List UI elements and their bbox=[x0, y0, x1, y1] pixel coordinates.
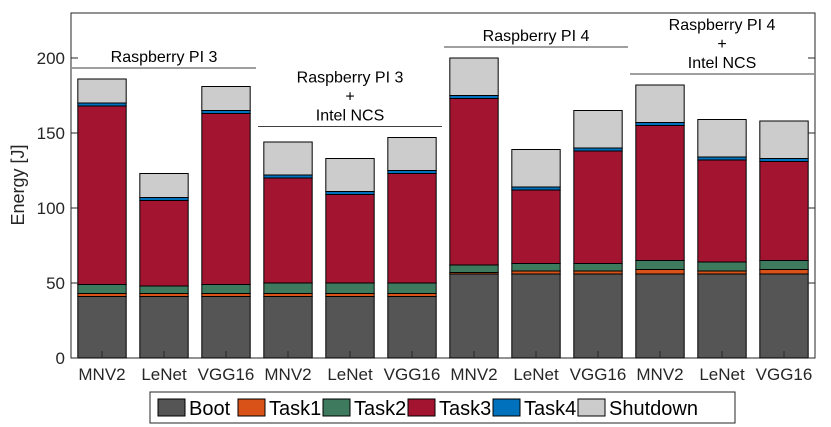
bar-segment-task2 bbox=[77, 284, 127, 294]
bar-segment-task3 bbox=[139, 200, 189, 287]
bar-segment-task2 bbox=[759, 260, 809, 270]
bar-segment-task3 bbox=[325, 194, 375, 284]
y-axis-label: Energy [J] bbox=[8, 144, 28, 225]
bar-segment-shutdown bbox=[139, 173, 189, 198]
bar-segment-task3 bbox=[449, 98, 499, 266]
bar-segment-task2 bbox=[573, 263, 623, 272]
bar-segment-task2 bbox=[139, 285, 189, 294]
group-label: + bbox=[717, 36, 726, 53]
group-label: Raspberry PI 3 bbox=[111, 49, 218, 66]
x-tick-label: VGG16 bbox=[570, 365, 627, 384]
bar-segment-shutdown bbox=[201, 86, 251, 111]
bar-segment-task3 bbox=[573, 150, 623, 264]
bar-segment-task2 bbox=[201, 284, 251, 294]
legend-label-boot: Boot bbox=[189, 398, 231, 420]
bar-segment-shutdown bbox=[77, 78, 127, 104]
y-tick-label: 100 bbox=[37, 199, 65, 218]
legend-swatch-task2 bbox=[322, 398, 351, 417]
bar-segment-task3 bbox=[201, 113, 251, 285]
group-label: Intel NCS bbox=[316, 108, 384, 125]
bar-segment-boot bbox=[139, 296, 189, 359]
x-tick-label: LeNet bbox=[141, 365, 187, 384]
y-axis-ticks: 0 50 100 150 200 bbox=[37, 49, 815, 368]
legend-label-shutdown: Shutdown bbox=[609, 398, 698, 420]
y-tick-label: 0 bbox=[56, 349, 65, 368]
y-tick-label: 200 bbox=[37, 49, 65, 68]
bar-segment-task3 bbox=[697, 159, 747, 263]
bar-segment-task3 bbox=[387, 173, 437, 284]
bar-segment-task3 bbox=[635, 125, 685, 261]
y-tick-label: 50 bbox=[46, 274, 65, 293]
bar-segment-boot bbox=[325, 296, 375, 359]
legend-swatch-shutdown bbox=[577, 398, 606, 417]
group-label: Raspberry PI 4 bbox=[483, 28, 590, 45]
bar-segment-task2 bbox=[387, 282, 437, 294]
bar-segment-task3 bbox=[77, 105, 127, 285]
y-tick-label: 150 bbox=[37, 124, 65, 143]
legend-swatch-boot bbox=[157, 398, 186, 417]
group-label: Raspberry PI 3 bbox=[297, 70, 404, 87]
bar-segment-task2 bbox=[511, 263, 561, 272]
bar-segment-shutdown bbox=[759, 120, 809, 159]
bar-segment-boot bbox=[511, 273, 561, 359]
bar-segment-task3 bbox=[759, 161, 809, 261]
x-tick-label: MNV2 bbox=[78, 365, 125, 384]
legend-label-task3: Task3 bbox=[439, 398, 491, 420]
bar-segment-boot bbox=[449, 273, 499, 359]
legend-swatch-task4 bbox=[492, 398, 521, 417]
bar-segment-task2 bbox=[449, 264, 499, 273]
legend-label-task4: Task4 bbox=[524, 398, 576, 420]
x-tick-label: VGG16 bbox=[198, 365, 255, 384]
bar-segment-shutdown bbox=[635, 84, 685, 123]
bar-segment-boot bbox=[697, 273, 747, 359]
bar-segment-task2 bbox=[263, 282, 313, 294]
bar-segment-task2 bbox=[325, 282, 375, 294]
bar-segment-task2 bbox=[697, 261, 747, 272]
x-tick-label: MNV2 bbox=[636, 365, 683, 384]
bar-segment-task1 bbox=[759, 269, 809, 275]
bar-segment-boot bbox=[201, 296, 251, 359]
x-tick-label: VGG16 bbox=[384, 365, 441, 384]
x-tick-label: MNV2 bbox=[264, 365, 311, 384]
bar-segment-shutdown bbox=[511, 149, 561, 188]
bar-segment-shutdown bbox=[449, 57, 499, 96]
bar-segment-boot bbox=[759, 273, 809, 359]
x-axis-ticks: MNV2 LeNet VGG16 MNV2 LeNet VGG16 MNV2 LeNet VGG… bbox=[78, 351, 812, 384]
bar-segment-task3 bbox=[511, 189, 561, 264]
bar-segment-shutdown bbox=[387, 137, 437, 171]
legend: Boot Task1 Task2 Task3 Task4 Shutdown bbox=[149, 391, 736, 424]
legend-swatch-task3 bbox=[407, 398, 436, 417]
bar-segment-task2 bbox=[635, 260, 685, 270]
bar-segment-boot bbox=[263, 296, 313, 359]
legend-swatch-task1 bbox=[237, 398, 266, 417]
bar-segment-boot bbox=[77, 296, 127, 359]
group-label: Intel NCS bbox=[688, 55, 756, 72]
bar-segment-boot bbox=[573, 273, 623, 359]
x-tick-label: VGG16 bbox=[756, 365, 813, 384]
x-tick-label: LeNet bbox=[513, 365, 559, 384]
legend-label-task1: Task1 bbox=[269, 398, 321, 420]
x-tick-label: MNV2 bbox=[450, 365, 497, 384]
bar-segment-boot bbox=[635, 273, 685, 359]
group-label: + bbox=[345, 89, 354, 106]
bar-segment-shutdown bbox=[697, 119, 747, 158]
group-annotations: Raspberry PI 3 Raspberry PI 3 + Intel NCS Ra… bbox=[72, 17, 814, 127]
bar-segment-boot bbox=[387, 296, 437, 359]
x-tick-label: LeNet bbox=[699, 365, 745, 384]
bar-segment-task1 bbox=[635, 269, 685, 275]
bar-segment-shutdown bbox=[573, 110, 623, 149]
group-label: Raspberry PI 4 bbox=[669, 17, 776, 34]
bar-stacks bbox=[77, 57, 809, 359]
bar-segment-shutdown bbox=[325, 158, 375, 192]
plot-frame bbox=[70, 12, 816, 359]
x-tick-label: LeNet bbox=[327, 365, 373, 384]
legend-label-task2: Task2 bbox=[354, 398, 406, 420]
bar-segment-shutdown bbox=[263, 141, 313, 176]
bar-segment-task3 bbox=[263, 177, 313, 284]
